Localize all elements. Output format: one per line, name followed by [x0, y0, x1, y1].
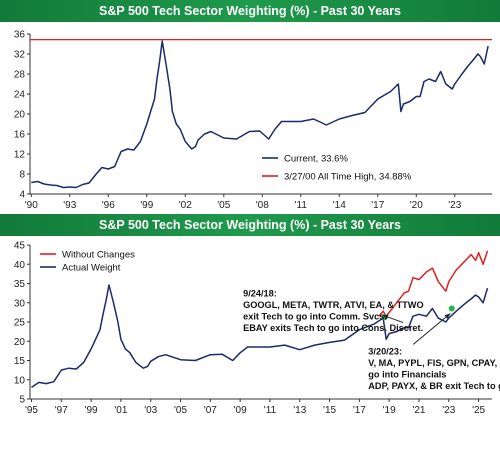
x-tick-label: '93: [63, 200, 76, 211]
series-line-without-changes: [378, 250, 489, 317]
annotation-arrowhead: [444, 313, 451, 319]
annotation-text: 3/20/23:: [368, 346, 402, 356]
y-tick-label: 12: [14, 150, 26, 161]
x-tick-label: '14: [333, 200, 346, 211]
x-tick-label: '11: [295, 200, 308, 211]
x-tick-label: '05: [174, 405, 187, 416]
x-tick-label: '99: [140, 200, 153, 211]
x-tick-label: '99: [85, 405, 98, 416]
annotation-text: EBAY exits Tech to go into Cons. Discret…: [243, 323, 423, 333]
x-tick-label: '21: [412, 405, 425, 416]
annotation-arrow: [412, 313, 451, 345]
series-line-current-33-6-: [31, 40, 489, 189]
legend-entry: Current, 33.6%: [284, 154, 348, 165]
annotation-text: exit Tech to go into Comm. Svcs.: [243, 312, 387, 322]
y-tick-label: 36: [14, 30, 26, 41]
chart-title-top: S&P 500 Tech Sector Weighting (%) - Past…: [0, 0, 500, 22]
annotation-arrowhead: [382, 314, 389, 320]
y-tick-label: 20: [14, 110, 26, 121]
x-tick-label: '17: [371, 200, 384, 211]
legend-entry: Without Changes: [62, 250, 135, 261]
y-tick-label: 32: [14, 50, 26, 61]
x-tick-label: '25: [472, 405, 485, 416]
x-tick-label: '13: [293, 405, 306, 416]
x-tick-label: '05: [217, 200, 230, 211]
y-tick-label: 28: [14, 70, 26, 81]
y-tick-label: 15: [14, 356, 26, 367]
annotation-text: GOOGL, META, TWTR, ATVI, EA, & TTWO: [243, 300, 424, 310]
x-tick-label: '23: [442, 405, 455, 416]
x-tick-label: '90: [25, 200, 38, 211]
x-tick-label: '95: [25, 405, 38, 416]
x-tick-label: '09: [234, 405, 247, 416]
annotation-text: V, MA, PYPL, FIS, GPN, CPAY, &JKHY exit …: [368, 358, 500, 368]
x-tick-label: '96: [102, 200, 115, 211]
y-tick-label: 45: [14, 241, 26, 252]
x-tick-label: '03: [144, 405, 157, 416]
x-tick-label: '15: [323, 405, 336, 416]
event-marker: [448, 305, 455, 312]
y-tick-label: 40: [14, 260, 26, 271]
annotation-text: ADP, PAYX, & BR exit Tech to go into Ind…: [368, 381, 500, 391]
y-tick-label: 25: [14, 318, 26, 329]
x-tick-label: '17: [353, 405, 366, 416]
y-tick-label: 4: [19, 190, 25, 201]
x-tick-label: '20: [410, 200, 423, 211]
tech-weighting-chart-bottom: 5 10 15 20 25 30 35 40 45 '95 '97 '99 '01 '03 '05 '07 '0…: [14, 241, 500, 417]
y-tick-label: 24: [14, 90, 26, 101]
annotation-text: 9/24/18:: [243, 289, 277, 299]
legend-entry: 3/27/00 All Time High, 34.88%: [284, 172, 412, 183]
series-line-actual-weight: [31, 284, 489, 389]
y-tick-label: 30: [14, 298, 26, 309]
legend-entry: Actual Weight: [62, 263, 121, 274]
y-tick-label: 20: [14, 337, 26, 348]
x-tick-label: '19: [383, 405, 396, 416]
y-tick-label: 16: [14, 130, 26, 141]
y-tick-label: 5: [19, 395, 25, 406]
y-tick-label: 35: [14, 279, 26, 290]
x-tick-label: '11: [264, 405, 277, 416]
x-tick-label: '01: [114, 405, 127, 416]
annotation-text: go into Financials: [368, 369, 446, 379]
tech-weighting-chart-top: 4 8 12 16 20 24 28 32 36 '90 '93 '96 '99 '02 '05 '08 '11…: [14, 30, 492, 211]
x-tick-label: '23: [448, 200, 461, 211]
x-tick-label: '08: [256, 200, 269, 211]
y-tick-label: 10: [14, 375, 26, 386]
x-tick-label: '07: [204, 405, 217, 416]
chart-title-bottom: S&P 500 Tech Sector Weighting (%) - Past…: [0, 214, 500, 236]
x-tick-label: '02: [179, 200, 192, 211]
y-tick-label: 8: [19, 170, 25, 181]
x-tick-label: '97: [55, 405, 68, 416]
